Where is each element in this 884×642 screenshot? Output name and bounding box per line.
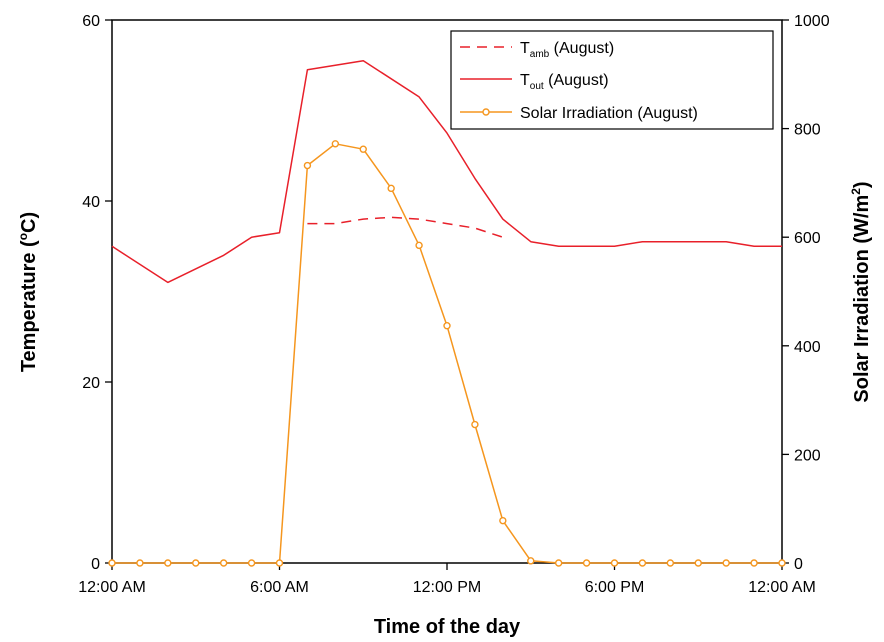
legend-label-tout: Tout (August) bbox=[520, 72, 609, 92]
solar-data-point bbox=[499, 516, 507, 525]
solar-data-point bbox=[359, 145, 367, 153]
y-left-tick-label: 40 bbox=[82, 194, 100, 211]
solar-data-point bbox=[582, 559, 591, 567]
legend-label-tamb: Tamb (August) bbox=[520, 40, 614, 60]
solar-data-point bbox=[527, 557, 535, 565]
y-left-tick-label: 20 bbox=[82, 375, 100, 392]
solar-data-point bbox=[136, 559, 144, 567]
series-line-1 bbox=[111, 59, 782, 284]
solar-data-point bbox=[219, 559, 228, 567]
x-tick-label: 6:00 AM bbox=[250, 579, 309, 596]
solar-data-point bbox=[750, 559, 758, 567]
solar-data-point bbox=[415, 241, 423, 250]
y-axis-right-title: Solar Irradiation (W/m2) bbox=[849, 181, 873, 402]
solar-data-point bbox=[192, 559, 200, 567]
solar-data-point bbox=[722, 559, 730, 567]
solar-data-point bbox=[164, 559, 172, 567]
solar-data-point bbox=[108, 559, 116, 567]
solar-data-point bbox=[694, 559, 702, 567]
x-tick-label: 12:00 AM bbox=[748, 579, 816, 596]
legend-swatch-solar-marker bbox=[482, 108, 490, 116]
legend-label-solar: Solar Irradiation (August) bbox=[520, 105, 698, 122]
x-tick-label: 12:00 AM bbox=[78, 579, 146, 596]
solar-data-point bbox=[247, 559, 256, 567]
x-tick-label: 12:00 PM bbox=[413, 579, 481, 596]
solar-data-point bbox=[610, 559, 619, 567]
solar-data-point bbox=[275, 559, 284, 567]
y-right-tick-label: 400 bbox=[794, 339, 821, 356]
solar-data-point bbox=[554, 559, 563, 567]
solar-data-point bbox=[471, 420, 479, 429]
y-right-tick-label: 800 bbox=[794, 122, 821, 139]
y-right-tick-label: 0 bbox=[794, 556, 803, 573]
solar-data-point bbox=[443, 322, 451, 330]
series-line-0 bbox=[307, 216, 504, 238]
y-right-tick-label: 600 bbox=[794, 230, 821, 247]
y-axis-left-title: Temperature (oC) bbox=[16, 212, 40, 372]
solar-data-point bbox=[638, 559, 647, 567]
y-right-tick-label: 1000 bbox=[794, 13, 830, 30]
solar-data-point bbox=[778, 559, 786, 567]
series-line-2 bbox=[112, 143, 782, 564]
y-left-tick-label: 0 bbox=[91, 556, 100, 573]
solar-data-point bbox=[303, 161, 312, 170]
y-right-tick-label: 200 bbox=[794, 447, 821, 464]
x-tick-label: 6:00 PM bbox=[585, 579, 645, 596]
legend: Tamb (August) Tout (August) Solar Irradi… bbox=[450, 30, 774, 130]
solar-data-point bbox=[387, 184, 395, 193]
solar-data-point bbox=[666, 559, 675, 567]
solar-data-point bbox=[331, 140, 340, 148]
y-left-tick-label: 60 bbox=[82, 13, 100, 30]
x-axis-title: Time of the day bbox=[374, 616, 521, 638]
